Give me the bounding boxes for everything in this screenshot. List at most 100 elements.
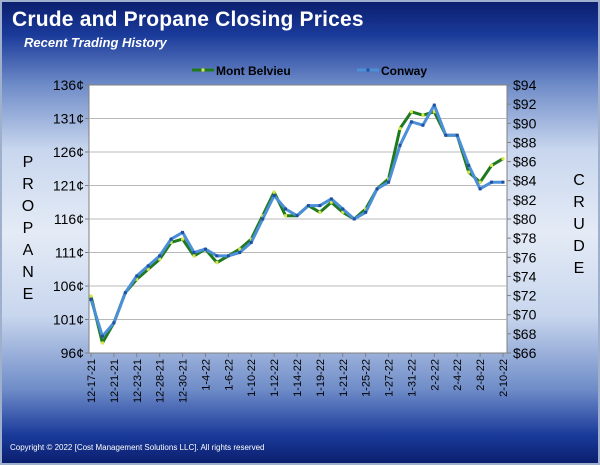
y2-tick-label: $90 <box>513 115 537 131</box>
data-point-conway <box>467 163 471 167</box>
data-point-conway <box>306 204 310 208</box>
data-point-conway <box>341 207 345 211</box>
chart-title: Crude and Propane Closing Prices <box>12 8 364 31</box>
left-axis-title-letter: N <box>22 264 34 281</box>
legend-label-mont-belvieu: Mont Belvieu <box>216 64 291 78</box>
x-tick-label: 1-6-22 <box>223 359 235 391</box>
data-point-mont-belvieu <box>341 210 345 214</box>
data-point-conway <box>432 103 436 107</box>
x-tick-label: 2-4-22 <box>452 359 464 391</box>
data-point-mont-belvieu <box>409 110 413 114</box>
data-point-conway <box>421 123 425 127</box>
x-tick-label: 1-25-22 <box>361 359 373 397</box>
data-point-mont-belvieu <box>467 170 471 174</box>
y2-tick-label: $88 <box>513 134 537 150</box>
y2-tick-label: $86 <box>513 154 537 170</box>
y-tick-label: 96¢ <box>61 345 84 361</box>
y2-tick-label: $68 <box>513 326 537 342</box>
legend-marker-mont-belvieu <box>201 68 205 72</box>
data-point-conway <box>364 210 368 214</box>
data-point-conway <box>501 180 505 184</box>
y2-tick-label: $80 <box>513 211 537 227</box>
right-axis-title-letter: C <box>573 172 585 189</box>
y2-tick-label: $92 <box>513 96 537 112</box>
data-point-conway <box>181 230 185 234</box>
data-point-mont-belvieu <box>238 247 242 251</box>
y2-tick-label: $76 <box>513 249 537 265</box>
data-point-mont-belvieu <box>158 257 162 261</box>
data-point-conway <box>123 291 127 295</box>
x-tick-label: 1-31-22 <box>406 359 418 397</box>
left-axis-title-letter: P <box>22 220 34 237</box>
y2-tick-label: $84 <box>513 173 537 189</box>
data-point-mont-belvieu <box>215 261 219 265</box>
y2-tick-label: $74 <box>513 268 537 284</box>
x-tick-label: 12-28-21 <box>155 359 167 403</box>
x-tick-label: 12-30-21 <box>178 359 190 403</box>
data-point-conway <box>238 251 242 254</box>
data-point-conway <box>100 334 104 338</box>
data-point-conway <box>135 274 139 278</box>
data-point-mont-belvieu <box>89 294 93 298</box>
x-tick-label: 12-23-21 <box>132 359 144 403</box>
x-tick-label: 1-19-22 <box>315 359 327 397</box>
x-tick-label: 2-8-22 <box>475 359 487 391</box>
data-point-conway <box>158 254 162 258</box>
y-tick-label: 136¢ <box>53 77 84 93</box>
data-point-mont-belvieu <box>169 240 173 244</box>
left-axis-title-letter: E <box>22 286 34 303</box>
data-point-conway <box>478 187 482 191</box>
data-point-mont-belvieu <box>329 200 333 204</box>
data-point-conway <box>169 237 173 241</box>
data-point-conway <box>112 321 116 325</box>
data-point-conway <box>89 297 93 301</box>
right-axis-title-letter: R <box>573 194 585 211</box>
data-point-conway <box>398 143 402 147</box>
legend-marker-conway <box>366 68 370 72</box>
data-point-conway <box>226 254 230 258</box>
data-point-conway <box>329 197 333 201</box>
data-point-mont-belvieu <box>192 254 196 258</box>
data-point-mont-belvieu <box>146 267 150 271</box>
data-point-conway <box>261 217 265 221</box>
data-point-conway <box>375 187 379 191</box>
data-point-conway <box>409 120 413 124</box>
data-point-conway <box>272 194 276 198</box>
x-tick-label: 1-12-22 <box>269 359 281 397</box>
y-tick-label: 111¢ <box>55 245 84 261</box>
y2-tick-label: $82 <box>513 192 537 208</box>
y-tick-label: 131¢ <box>53 111 84 127</box>
y2-tick-label: $78 <box>513 230 537 246</box>
data-point-conway <box>146 264 150 268</box>
x-tick-label: 12-17-21 <box>86 359 98 403</box>
right-axis-title-letter: D <box>573 238 585 255</box>
data-point-mont-belvieu <box>318 210 322 214</box>
copyright-notice: Copyright © 2022 [Cost Management Soluti… <box>10 443 265 452</box>
data-point-conway <box>444 133 448 137</box>
y-tick-label: 116¢ <box>54 211 84 227</box>
left-axis-title-letter: R <box>22 176 34 193</box>
data-point-mont-belvieu <box>432 110 436 114</box>
data-point-mont-belvieu <box>398 127 402 131</box>
x-tick-label: 2-2-22 <box>429 359 441 391</box>
data-point-conway <box>387 180 391 184</box>
y-tick-label: 106¢ <box>53 278 84 294</box>
x-tick-label: 1-21-22 <box>338 359 350 397</box>
x-tick-label: 1-10-22 <box>246 359 258 397</box>
right-axis-title-letter: U <box>573 216 585 233</box>
y2-tick-label: $94 <box>513 77 537 93</box>
data-point-mont-belvieu <box>478 180 482 184</box>
x-tick-label: 12-21-21 <box>109 359 121 403</box>
data-point-mont-belvieu <box>135 277 139 281</box>
data-point-mont-belvieu <box>501 157 505 161</box>
chart-subtitle: Recent Trading History <box>24 35 167 50</box>
data-point-conway <box>215 254 219 258</box>
data-point-conway <box>203 247 207 251</box>
y-tick-label: 121¢ <box>53 178 84 194</box>
x-tick-label: 1-14-22 <box>292 359 304 397</box>
data-point-conway <box>455 133 459 137</box>
data-point-mont-belvieu <box>181 237 185 241</box>
